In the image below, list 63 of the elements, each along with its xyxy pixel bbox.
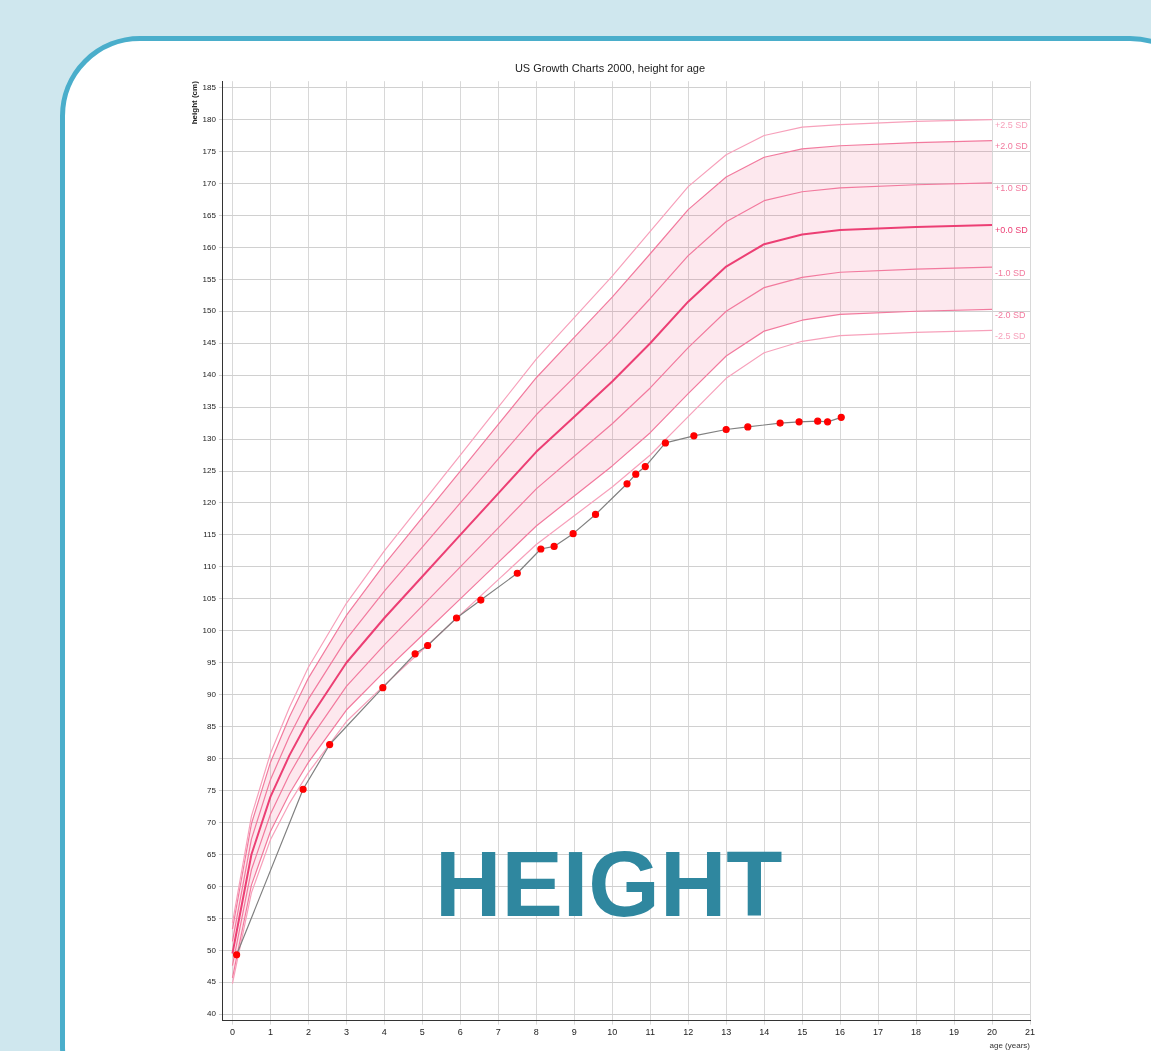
series-label: -1.0 SD xyxy=(995,267,1027,278)
x-axis-title: age (years) xyxy=(989,1041,1031,1051)
y-tick-label: 115 xyxy=(203,530,217,540)
x-tick-label: 9 xyxy=(571,1027,577,1038)
series-label: +1.0 SD xyxy=(995,183,1029,194)
x-tick-label: 13 xyxy=(721,1027,732,1038)
y-tick-label: 85 xyxy=(207,721,217,731)
x-tick-label: 16 xyxy=(835,1027,846,1038)
y-tick-label: 150 xyxy=(202,306,217,316)
x-tick-label: 6 xyxy=(457,1027,463,1038)
y-tick-label: 120 xyxy=(202,498,217,508)
x-tick-label: 20 xyxy=(987,1027,998,1038)
x-tick-label: 11 xyxy=(645,1027,655,1038)
annotation: HEIGHT xyxy=(435,833,783,935)
series-label: +0.0 SD xyxy=(995,225,1029,236)
x-tick-label: 14 xyxy=(759,1027,770,1038)
series-label: +2.5 SD xyxy=(995,120,1029,131)
y-tick-label: 40 xyxy=(207,1009,217,1019)
y-tick-label: 130 xyxy=(202,434,217,444)
y-tick-label: 55 xyxy=(207,913,217,923)
x-tick-label: 15 xyxy=(797,1027,808,1038)
series-label: -2.0 SD xyxy=(995,309,1027,320)
y-tick-label: 110 xyxy=(203,562,217,572)
x-tick-label: 18 xyxy=(911,1027,922,1038)
y-tick-label: 95 xyxy=(207,657,217,667)
y-axis-title: height (cm) xyxy=(190,80,199,125)
x-tick-label: 3 xyxy=(343,1027,349,1038)
x-tick-label: 4 xyxy=(381,1027,387,1038)
x-tick-label: 10 xyxy=(607,1027,618,1038)
y-tick-label: 45 xyxy=(207,977,217,987)
series-label: +2.0 SD xyxy=(995,141,1029,152)
series-label: -2.5 SD xyxy=(995,330,1027,341)
y-tick-label: 175 xyxy=(202,146,217,156)
y-tick-label: 155 xyxy=(202,274,217,284)
y-tick-label: 105 xyxy=(202,594,217,604)
y-tick-label: 65 xyxy=(207,849,217,859)
y-tick-label: 75 xyxy=(207,785,217,795)
y-tick-label: 70 xyxy=(207,817,217,827)
y-tick-label: 185 xyxy=(202,82,217,92)
y-tick-label: 60 xyxy=(207,881,217,891)
x-tick-label: 21 xyxy=(1024,1027,1036,1038)
y-tick-label: 125 xyxy=(202,466,217,476)
y-tick-label: 100 xyxy=(202,625,217,635)
y-tick-label: 80 xyxy=(207,753,217,763)
y-tick-label: 170 xyxy=(202,178,217,188)
x-tick-label: 5 xyxy=(419,1027,425,1038)
y-tick-label: 135 xyxy=(202,402,217,412)
y-tick-label: 140 xyxy=(202,370,217,380)
y-tick-label: 90 xyxy=(207,689,217,699)
y-tick-label: 145 xyxy=(202,338,217,348)
y-tick-label: 160 xyxy=(202,242,217,252)
x-tick-label: 17 xyxy=(873,1027,884,1038)
x-tick-label: 1 xyxy=(267,1027,273,1038)
x-tick-label: 19 xyxy=(949,1027,960,1038)
x-tick-label: 7 xyxy=(495,1027,501,1038)
chart-title: US Growth Charts 2000, height for age xyxy=(514,61,706,74)
y-tick-label: 50 xyxy=(207,945,217,955)
x-tick-label: 0 xyxy=(229,1027,235,1038)
y-tick-label: 165 xyxy=(202,210,217,220)
x-tick-label: 12 xyxy=(683,1027,694,1038)
x-tick-label: 2 xyxy=(305,1027,311,1038)
x-tick-label: 8 xyxy=(533,1027,539,1038)
y-tick-label: 180 xyxy=(202,114,217,124)
